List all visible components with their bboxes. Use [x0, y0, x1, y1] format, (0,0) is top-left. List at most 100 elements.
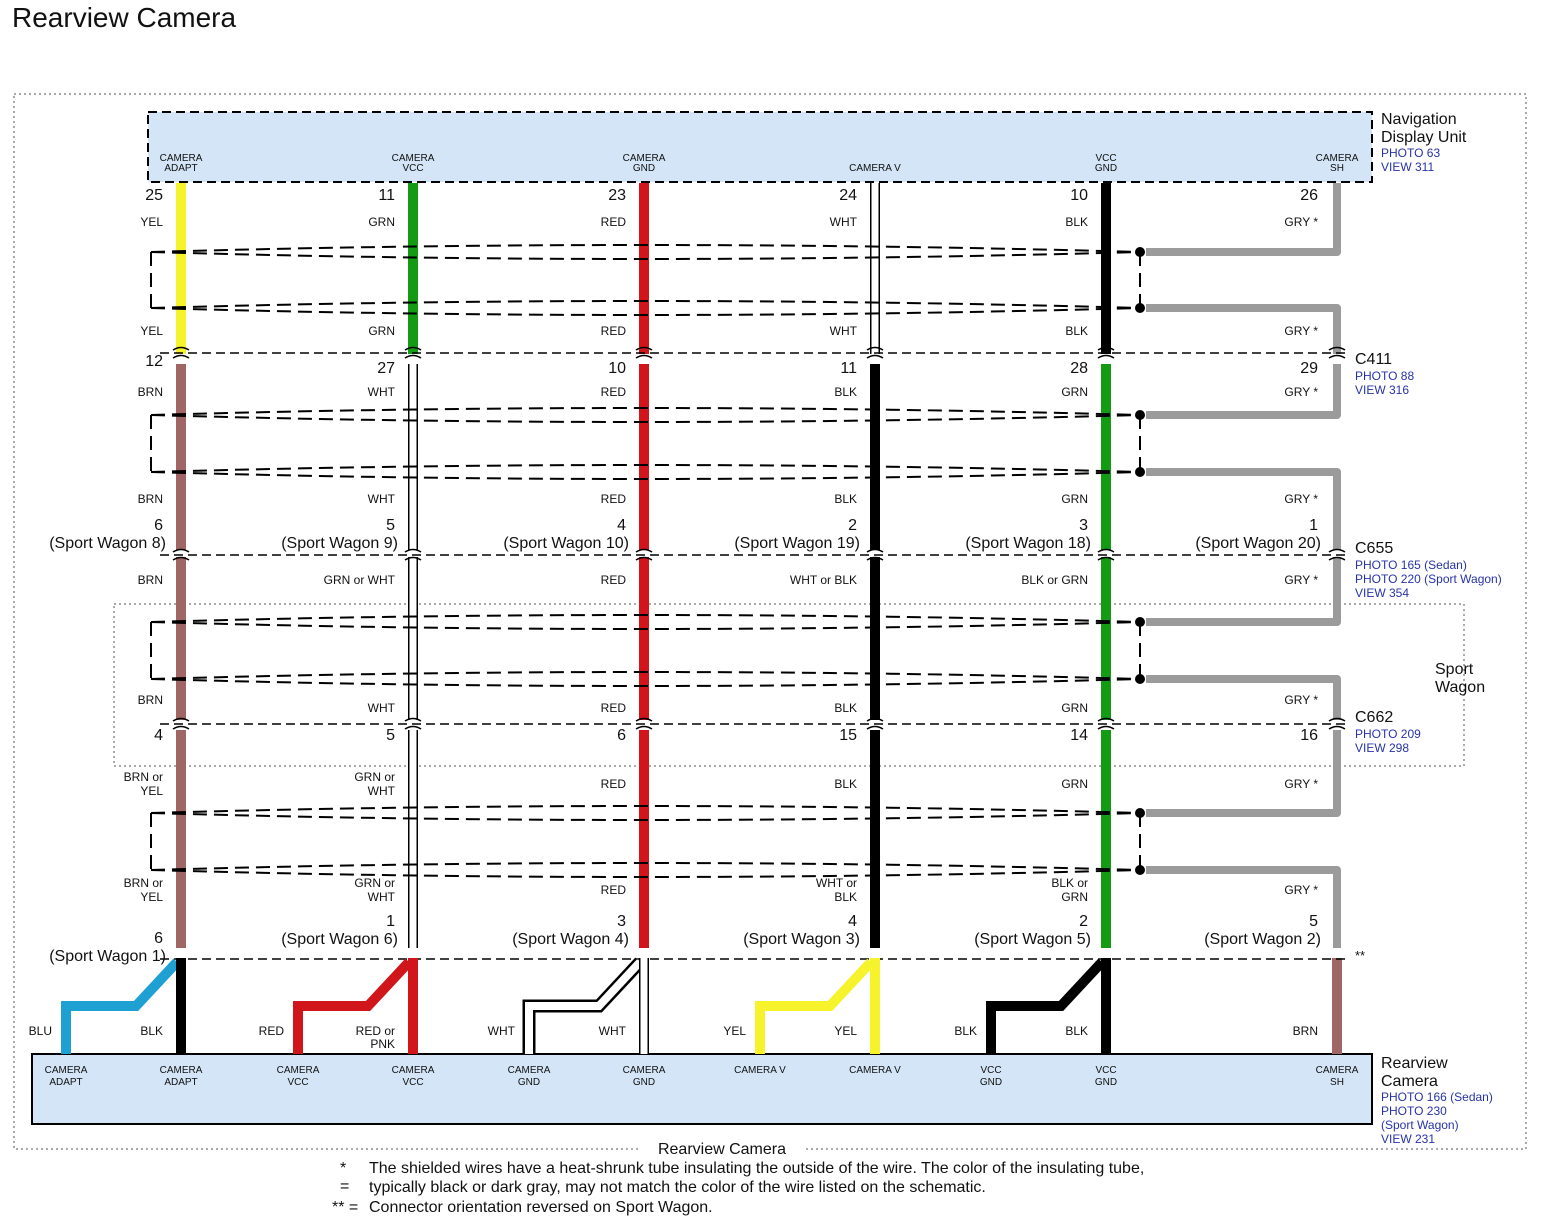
- pin-number: 10: [1070, 187, 1088, 204]
- pin-sport-wagon: (Sport Wagon 5): [974, 931, 1091, 948]
- wire-color-label: GRY *: [1284, 324, 1318, 338]
- nav-pin-label: CAMERA: [1316, 153, 1359, 164]
- wire-color-label: WHT: [368, 784, 396, 798]
- wire-color-label: GRN or: [354, 876, 395, 890]
- shield-3-top-arc2: [150, 621, 1141, 630]
- shield-2-dot-bottom: [1135, 467, 1145, 477]
- footnote-2-mark: ** =: [332, 1199, 359, 1216]
- connector-c411-line-pin-cap: [172, 346, 190, 351]
- connector-c411-line-pin-cap: [635, 346, 653, 351]
- shield-drain-4a: [1146, 730, 1341, 817]
- connector-c411-line-pin-cap: [866, 346, 884, 351]
- pin-number: 4: [617, 517, 626, 534]
- wire-color-label: GRN: [368, 324, 395, 338]
- wire-color-label: YEL: [834, 1024, 857, 1038]
- rearview-pin-label: GND: [1095, 1077, 1117, 1088]
- nav-pin-label: VCC: [1095, 153, 1116, 164]
- navigation-unit-name: Navigation: [1381, 111, 1457, 128]
- connector-c662-line-pin-cap: [1328, 717, 1346, 722]
- shield-1-top-arc: [150, 244, 1141, 253]
- nav-pin-label: VCC: [402, 163, 423, 174]
- wire-color-label: GRY *: [1284, 492, 1318, 506]
- shield-4-bot-arc: [150, 862, 1141, 871]
- connector-c662-line-pin-cap: [1097, 725, 1115, 730]
- connector-c411-line-pin-cap: [635, 354, 653, 359]
- pin-sport-wagon: (Sport Wagon 6): [281, 931, 398, 948]
- connector-c411-line-pin-cap: [404, 346, 422, 351]
- shield-1-bot-arc: [150, 300, 1141, 309]
- shield-1-dot-top: [1135, 247, 1145, 257]
- wire-color-label: BLK: [1065, 324, 1088, 338]
- connector-c662-line-pin-cap: [404, 717, 422, 722]
- nav-pin-label: GND: [633, 163, 655, 174]
- rearview-unit-ref: PHOTO 230: [1381, 1104, 1447, 1118]
- rearview-pin-label: CAMERA: [508, 1065, 551, 1076]
- rearview-pin-label: GND: [518, 1077, 540, 1088]
- wire-color-label: BLK: [954, 1024, 977, 1038]
- rearview-pin-label: CAMERA: [277, 1065, 320, 1076]
- wire-color-label: WHT: [368, 890, 396, 904]
- pin-sport-wagon: (Sport Wagon 10): [503, 535, 629, 552]
- pin-number: 4: [154, 727, 163, 744]
- rearview-pin-label: ADAPT: [49, 1077, 82, 1088]
- shield-2-top-arc2: [150, 414, 1141, 423]
- pin-sport-wagon: (Sport Wagon 20): [1195, 535, 1321, 552]
- wire-color-label: RED: [601, 883, 627, 897]
- wire-color-label: RED: [601, 385, 627, 399]
- wire-color-label: GRN or WHT: [324, 573, 396, 587]
- rearview-unit-ref: VIEW 231: [1381, 1132, 1435, 1146]
- pin-number: 14: [1070, 727, 1088, 744]
- shield-drain-4b: [1146, 866, 1341, 948]
- pin-number: 1: [1309, 517, 1318, 534]
- wire-color-label: BRN: [138, 492, 163, 506]
- connector-c662-line-pin-cap: [635, 717, 653, 722]
- footnote-1-line-1: The shielded wires have a heat-shrunk tu…: [369, 1160, 1145, 1177]
- wire-color-label: WHT: [368, 701, 396, 715]
- wire-color-label: BLK: [834, 777, 857, 791]
- rearview-pin-label: SH: [1330, 1077, 1344, 1088]
- pin-sport-wagon: (Sport Wagon 8): [49, 535, 166, 552]
- shield-drain-1a: [1146, 183, 1341, 256]
- connector-c662-line-pin-cap: [866, 717, 884, 722]
- wire-color-label: GRY *: [1284, 693, 1318, 707]
- wire-color-label: GRY *: [1284, 215, 1318, 229]
- connector-c411-line-pin-cap: [866, 354, 884, 359]
- wire-color-label: YEL: [140, 215, 163, 229]
- rearview-pin-label: GND: [633, 1077, 655, 1088]
- connector-name: C411: [1355, 351, 1392, 368]
- connector-c662-line-pin-cap: [866, 725, 884, 730]
- pin-number: 10: [608, 360, 626, 377]
- wire-color-label: YEL: [140, 890, 163, 904]
- nav-pin-label: CAMERA: [392, 153, 435, 164]
- connector-ref: PHOTO 209: [1355, 727, 1421, 741]
- nav-pin-label: CAMERA: [623, 153, 666, 164]
- connector-c662-line-pin-cap: [172, 725, 190, 730]
- wire-color-label: RED: [601, 324, 627, 338]
- pin-number: 6: [154, 930, 163, 947]
- pin-sport-wagon: (Sport Wagon 4): [512, 931, 629, 948]
- connector-name: C662: [1355, 709, 1393, 726]
- split-wire-left-2: [525, 959, 643, 1054]
- rearview-pin-label: CAMERA V: [849, 1065, 901, 1076]
- shield-drain-2a: [1146, 364, 1341, 419]
- shield-drain-3a: [1146, 557, 1341, 626]
- wire-color-label: BRN: [1293, 1024, 1318, 1038]
- rearview-pin-label: ADAPT: [164, 1077, 197, 1088]
- connector-c655-line-pin-cap: [404, 556, 422, 561]
- pin-number: 6: [617, 727, 626, 744]
- connector-c662-line-pin-cap: [635, 725, 653, 730]
- pin-number: 5: [386, 517, 395, 534]
- connector-c655-line-pin-cap: [404, 548, 422, 553]
- wire-color-label: YEL: [140, 784, 163, 798]
- wire-color-label: BLK: [834, 890, 857, 904]
- wire-color-label: GRN: [1061, 492, 1088, 506]
- sport-wagon-label: Wagon: [1435, 679, 1485, 696]
- pin-number: 3: [1079, 517, 1088, 534]
- wire-color-label: GRN: [1061, 777, 1088, 791]
- shield-3-bot-arc2: [150, 678, 1141, 687]
- rearview-pin-label: CAMERA: [160, 1065, 203, 1076]
- rearview-pin-label: CAMERA: [45, 1065, 88, 1076]
- wire-color-label: RED: [259, 1024, 285, 1038]
- wire-color-label: WHT: [368, 492, 396, 506]
